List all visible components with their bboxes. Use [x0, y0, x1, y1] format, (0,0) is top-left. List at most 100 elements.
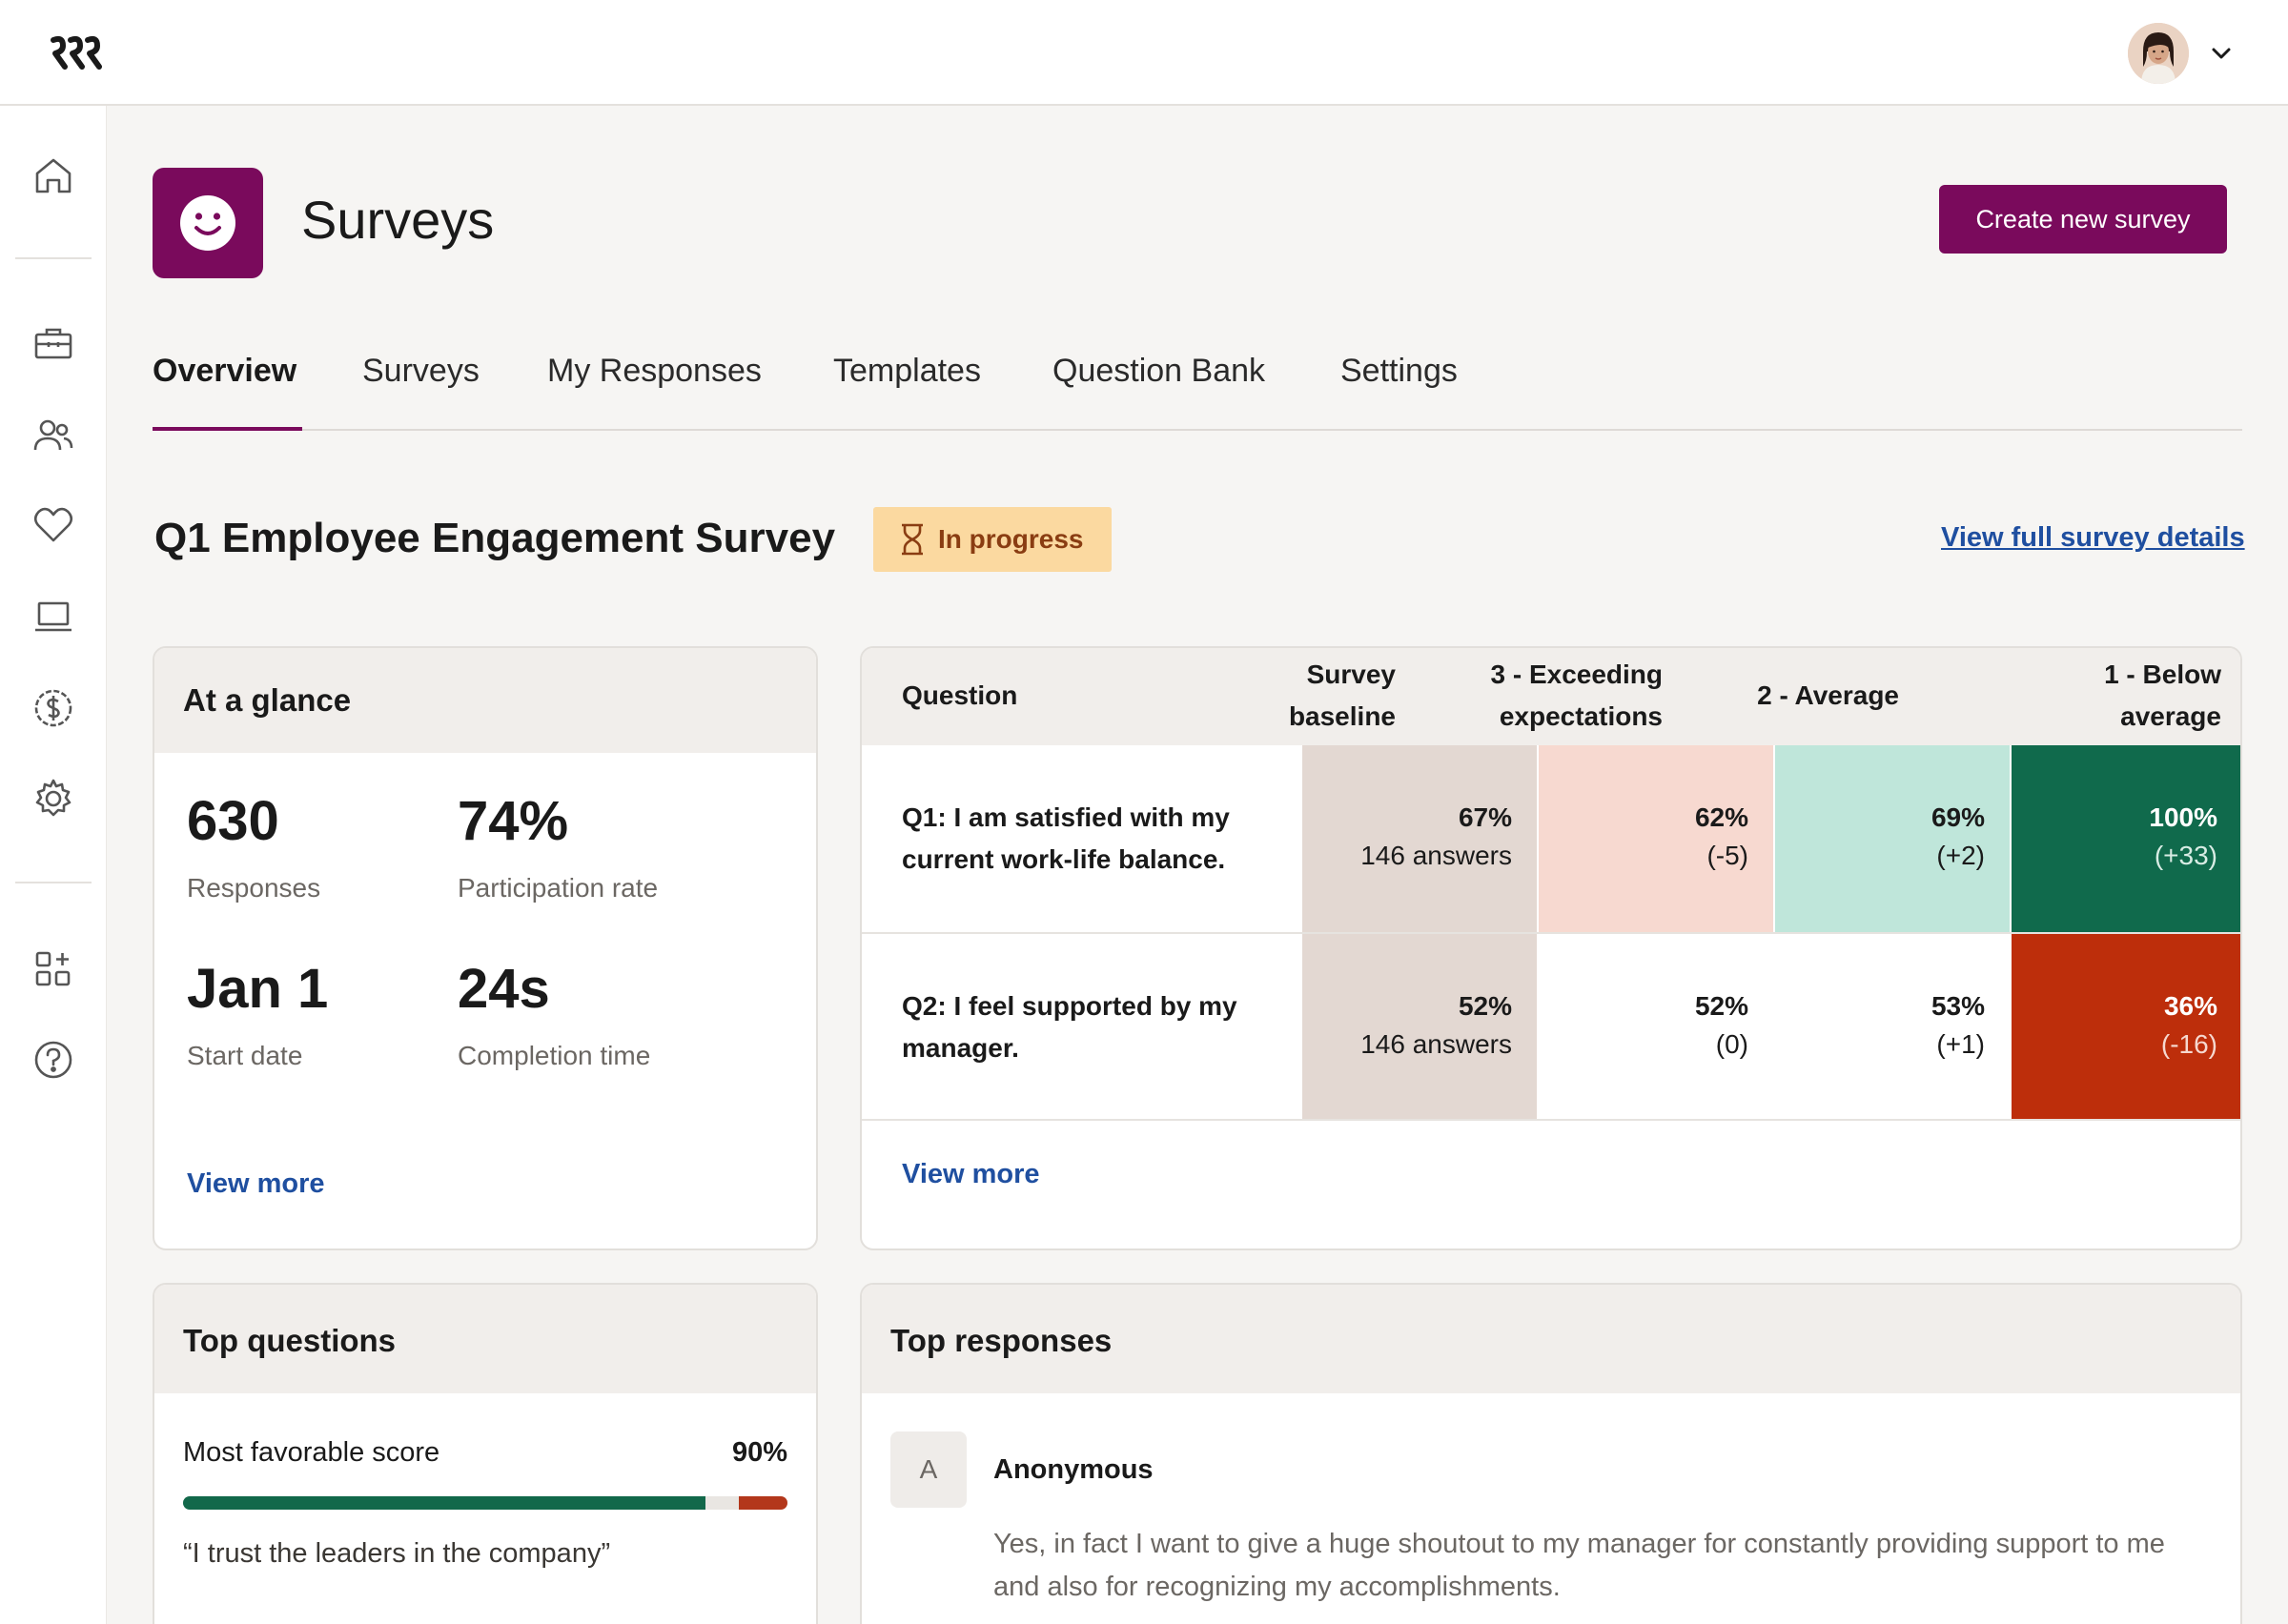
favorable-segment: [183, 1496, 706, 1510]
cell-q1-below: 100% (+33): [2012, 745, 2240, 932]
cell-q2-average: 53% (+1): [1775, 934, 2010, 1121]
column-header-below: 1 - Below average: [1930, 654, 2221, 738]
surveys-app-icon: [153, 168, 263, 278]
responses-label: Responses: [187, 873, 321, 903]
tab-templates[interactable]: Templates: [833, 353, 981, 389]
cell-subtext: (+1): [1936, 1029, 1985, 1059]
tab-question-bank[interactable]: Question Bank: [1052, 353, 1266, 389]
cell-percent: 52%: [1458, 991, 1512, 1021]
cell-percent: 52%: [1694, 991, 1748, 1021]
status-text: In progress: [938, 524, 1084, 554]
view-full-survey-details-link[interactable]: View full survey details: [1941, 522, 2245, 553]
card-header: At a glance: [154, 648, 816, 753]
card-header: Top responses: [862, 1285, 2240, 1393]
header-line: Survey: [1306, 660, 1396, 689]
cell-subtext: (-5): [1706, 841, 1748, 870]
page-title: Surveys: [301, 190, 495, 250]
row-divider: [862, 1119, 2240, 1121]
cell-percent: 62%: [1694, 802, 1748, 832]
header-line: 3 - Exceeding: [1490, 660, 1663, 689]
header-line: expectations: [1499, 701, 1663, 731]
tab-bar: Overview Surveys My Responses Templates …: [153, 343, 2242, 431]
column-header-baseline: Survey baseline: [1148, 654, 1396, 738]
tab-settings[interactable]: Settings: [1340, 353, 1458, 389]
column-header-average: 2 - Average: [1757, 680, 1899, 710]
people-icon[interactable]: [29, 410, 78, 459]
at-a-glance-card: At a glance 630 Responses 74% Participat…: [153, 646, 818, 1250]
logo-icon[interactable]: [50, 32, 105, 72]
favorable-score-label: Most favorable score: [183, 1437, 440, 1468]
unfavorable-segment: [739, 1496, 787, 1510]
home-icon[interactable]: [29, 151, 78, 200]
sidebar: [0, 106, 107, 1624]
top-question-quote: “I trust the leaders in the company”: [183, 1538, 611, 1569]
completion-time-value: 24s: [458, 958, 550, 1020]
cell-subtext: (0): [1715, 1029, 1748, 1059]
cell-subtext: (+2): [1936, 841, 1985, 870]
tab-overview[interactable]: Overview: [153, 353, 297, 389]
participation-label: Participation rate: [458, 873, 659, 903]
cell-q2-exceeding: 52% (0): [1539, 934, 1773, 1121]
cell-percent: 69%: [1930, 802, 1985, 832]
row-divider: [862, 932, 2240, 934]
cell-percent: 67%: [1458, 802, 1512, 832]
favorable-score-bar: [183, 1496, 787, 1510]
results-table-card: Question Survey baseline 3 - Exceeding e…: [860, 646, 2242, 1250]
response-text: Yes, in fact I want to give a huge shout…: [993, 1529, 2165, 1602]
briefcase-icon[interactable]: [29, 319, 78, 369]
user-avatar[interactable]: [2128, 23, 2189, 84]
cell-subtext: (-16): [2160, 1029, 2217, 1059]
survey-title: Q1 Employee Engagement Survey: [154, 515, 836, 561]
status-badge: In progress: [873, 507, 1112, 572]
cell-q1-exceeding: 62% (-5): [1539, 745, 1773, 932]
hourglass-icon: [902, 523, 923, 556]
top-questions-card: Top questions Most favorable score 90% “…: [153, 1283, 818, 1624]
cell-percent: 53%: [1930, 991, 1985, 1021]
column-header-question: Question: [902, 680, 1018, 710]
cell-q2-baseline: 52% 146 answers: [1302, 934, 1537, 1121]
header-line: 1 - Below: [2104, 660, 2221, 689]
header-line: average: [2120, 701, 2221, 731]
cell-subtext: 146 answers: [1360, 1029, 1512, 1059]
cell-subtext: (+33): [2154, 841, 2217, 870]
question-q2: Q2: I feel supported by my manager.: [902, 991, 1237, 1063]
cell-subtext: 146 answers: [1360, 841, 1512, 870]
completion-time-label: Completion time: [458, 1041, 651, 1070]
header-line: baseline: [1288, 701, 1396, 731]
laptop-icon[interactable]: [29, 592, 78, 641]
glance-view-more-link[interactable]: View more: [187, 1168, 325, 1199]
top-bar: [0, 0, 2288, 106]
cell-q1-baseline: 67% 146 answers: [1302, 745, 1537, 932]
table-header: [862, 648, 2240, 745]
smiley-icon: [180, 195, 235, 251]
respondent-avatar: A: [890, 1431, 967, 1508]
respondent-name: Anonymous: [993, 1454, 1154, 1485]
question-q1: Q1: I am satisfied with my current work-…: [902, 802, 1230, 874]
heart-icon[interactable]: [29, 500, 78, 550]
cell-percent: 36%: [2163, 991, 2217, 1021]
participation-value: 74%: [458, 790, 569, 852]
help-icon[interactable]: [29, 1035, 78, 1085]
card-title: Top questions: [183, 1323, 397, 1358]
tab-surveys[interactable]: Surveys: [362, 353, 480, 389]
card-header: Top questions: [154, 1285, 816, 1393]
cell-q2-below: 36% (-16): [2012, 934, 2240, 1121]
card-title: Top responses: [890, 1323, 1113, 1358]
table-view-more-link[interactable]: View more: [902, 1159, 1040, 1189]
sidebar-divider: [15, 882, 92, 883]
create-new-survey-button[interactable]: Create new survey: [1939, 185, 2227, 254]
avatar-portrait-icon: [2128, 23, 2189, 84]
start-date-label: Start date: [187, 1041, 303, 1070]
dollar-icon[interactable]: [29, 683, 78, 733]
sidebar-divider: [15, 257, 92, 259]
responses-value: 630: [187, 790, 279, 852]
gear-icon[interactable]: [29, 774, 78, 823]
card-title: At a glance: [183, 682, 352, 718]
apps-icon[interactable]: [29, 944, 78, 994]
tab-my-responses[interactable]: My Responses: [547, 353, 762, 389]
chevron-down-icon[interactable]: [2208, 40, 2235, 67]
start-date-value: Jan 1: [187, 958, 329, 1020]
top-responses-card: Top responses A Anonymous Yes, in fact I…: [860, 1283, 2242, 1624]
column-header-exceeding: 3 - Exceeding expectations: [1396, 654, 1663, 738]
favorable-score-value: 90%: [731, 1437, 787, 1468]
